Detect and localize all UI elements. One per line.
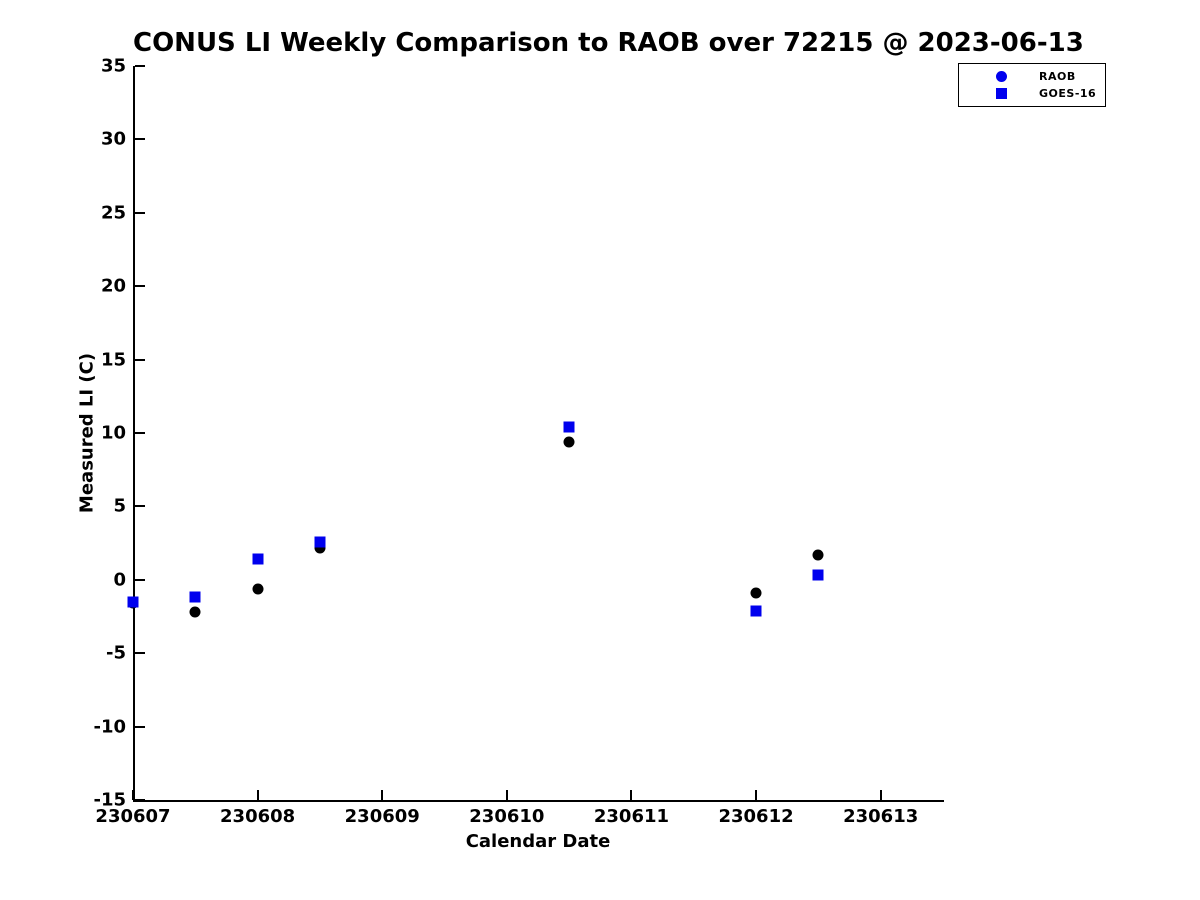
y-tick-label: 15 xyxy=(100,349,126,371)
legend: RAOB GOES-16 xyxy=(958,63,1106,107)
y-tick-label: 20 xyxy=(100,275,126,297)
marker-goes-16 xyxy=(750,605,762,617)
y-tick-label: 30 xyxy=(100,128,126,150)
legend-label: RAOB xyxy=(1039,70,1076,83)
y-tick xyxy=(135,725,145,728)
marker-raob xyxy=(563,436,575,448)
x-tick-label: 230612 xyxy=(718,806,794,827)
y-tick xyxy=(135,432,145,434)
legend-row-goes-16: GOES-16 xyxy=(959,85,1105,102)
y-tick-label: -15 xyxy=(93,789,126,811)
x-tick xyxy=(755,790,758,800)
x-tick xyxy=(132,790,134,800)
y-tick-label: 25 xyxy=(100,202,126,224)
legend-square-icon xyxy=(996,88,1007,99)
legend-row-raob: RAOB xyxy=(959,68,1105,85)
y-axis-line xyxy=(133,66,135,802)
x-tick-label: 230608 xyxy=(220,806,296,827)
marker-goes-16 xyxy=(314,536,326,548)
x-tick xyxy=(256,790,259,800)
chart-title: CONUS LI Weekly Comparison to RAOB over … xyxy=(133,28,1084,58)
y-tick xyxy=(135,652,145,655)
y-tick-label: 0 xyxy=(113,569,126,591)
x-tick-label: 230613 xyxy=(843,806,919,827)
y-tick-label: 5 xyxy=(113,495,126,517)
marker-raob xyxy=(252,583,264,595)
y-tick-label: 10 xyxy=(100,422,126,444)
x-tick-label: 230609 xyxy=(344,806,420,827)
x-tick xyxy=(381,790,384,800)
x-tick xyxy=(630,790,633,800)
y-tick xyxy=(135,65,145,67)
marker-goes-16 xyxy=(189,591,201,603)
legend-label: GOES-16 xyxy=(1039,87,1097,100)
x-axis-label: Calendar Date xyxy=(465,831,611,852)
marker-goes-16 xyxy=(252,553,264,565)
marker-raob xyxy=(750,587,762,599)
marker-raob xyxy=(189,606,201,618)
y-tick xyxy=(135,505,145,508)
x-tick-label: 230611 xyxy=(593,806,670,827)
marker-raob xyxy=(812,549,824,561)
y-tick xyxy=(135,578,145,581)
legend-circle-icon xyxy=(996,71,1007,82)
y-tick xyxy=(135,211,145,214)
marker-goes-16 xyxy=(127,596,139,608)
x-tick xyxy=(879,790,882,800)
y-tick-label: -10 xyxy=(93,716,126,738)
y-tick xyxy=(135,285,145,288)
y-tick xyxy=(135,358,145,361)
x-tick xyxy=(505,790,508,800)
y-tick xyxy=(135,138,145,141)
marker-goes-16 xyxy=(563,421,575,433)
y-tick-label: 35 xyxy=(100,55,126,77)
x-tick-label: 230607 xyxy=(95,806,171,827)
y-tick-label: -5 xyxy=(106,642,126,664)
x-axis-line xyxy=(133,800,944,802)
x-tick-label: 230610 xyxy=(469,806,545,827)
marker-raob xyxy=(314,542,326,553)
y-tick xyxy=(135,799,145,801)
marker-goes-16 xyxy=(812,569,824,581)
